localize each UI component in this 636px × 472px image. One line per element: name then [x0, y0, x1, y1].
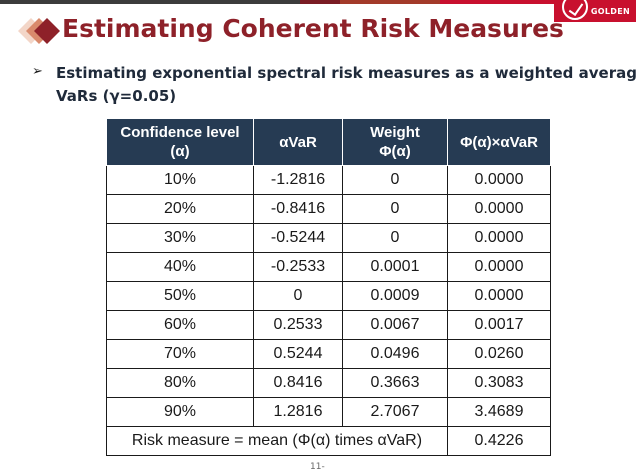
cell-weight: 0.0009: [342, 281, 448, 311]
summary-row: Risk measure = mean (Φ(α) times αVaR) 0.…: [106, 426, 551, 456]
header-weight: Weight Φ(α): [342, 118, 448, 166]
table-row: 10% -1.2816 0 0.0000: [106, 165, 551, 195]
cell-confidence: 60%: [106, 310, 254, 340]
risk-measure-label: Risk measure = mean (Φ(α) times αVaR): [106, 426, 448, 456]
cell-product: 0.0000: [447, 252, 551, 282]
cell-product: 0.0000: [447, 194, 551, 224]
cell-weight: 0: [342, 165, 448, 195]
subtitle-line-1: Estimating exponential spectral risk mea…: [56, 64, 636, 82]
table-row: 30% -0.5244 0 0.0000: [106, 223, 551, 253]
cell-avar: -1.2816: [253, 165, 343, 195]
cell-confidence: 50%: [106, 281, 254, 311]
table-row: 90% 1.2816 2.7067 3.4689: [106, 397, 551, 427]
header-avar: αVaR: [253, 118, 343, 166]
table-header-row: Confidence level (α) αVaR Weight Φ(α) Φ(…: [106, 118, 551, 166]
cell-avar: -0.5244: [253, 223, 343, 253]
cell-product: 3.4689: [447, 397, 551, 427]
cell-confidence: 90%: [106, 397, 254, 427]
cell-avar: 0.8416: [253, 368, 343, 398]
cell-confidence: 80%: [106, 368, 254, 398]
brand-logo: GOLDEN: [554, 0, 636, 22]
cell-weight: 0.0496: [342, 339, 448, 369]
subtitle-line-2: VaRs (γ=0.05): [56, 87, 177, 105]
header-confidence-level: Confidence level (α): [106, 118, 254, 166]
table-row: 60% 0.2533 0.0067 0.0017: [106, 310, 551, 340]
cell-avar: 0: [253, 281, 343, 311]
cell-weight: 0.0001: [342, 252, 448, 282]
cell-confidence: 40%: [106, 252, 254, 282]
table-row: 70% 0.5244 0.0496 0.0260: [106, 339, 551, 369]
cell-avar: -0.8416: [253, 194, 343, 224]
table-row: 80% 0.8416 0.3663 0.3083: [106, 368, 551, 398]
top-color-bar: [0, 0, 636, 4]
table-row: 50% 0 0.0009 0.0000: [106, 281, 551, 311]
risk-measure-value: 0.4226: [447, 426, 551, 456]
cell-confidence: 30%: [106, 223, 254, 253]
cell-product: 0.0000: [447, 281, 551, 311]
table-row: 20% -0.8416 0 0.0000: [106, 194, 551, 224]
cell-product: 0.0260: [447, 339, 551, 369]
cell-avar: 0.5244: [253, 339, 343, 369]
arrow-bullet-icon: ➢: [32, 64, 43, 79]
seal-icon: [562, 0, 588, 20]
cell-avar: -0.2533: [253, 252, 343, 282]
cell-weight: 0.3663: [342, 368, 448, 398]
cell-product: 0.0000: [447, 165, 551, 195]
title-diamonds-icon: [18, 18, 60, 44]
slide-subtitle: Estimating exponential spectral risk mea…: [56, 62, 636, 108]
logo-text: GOLDEN: [590, 6, 630, 16]
cell-weight: 0: [342, 223, 448, 253]
cell-confidence: 10%: [106, 165, 254, 195]
cell-weight: 0: [342, 194, 448, 224]
cell-avar: 1.2816: [253, 397, 343, 427]
cell-product: 0.3083: [447, 368, 551, 398]
cell-product: 0.0017: [447, 310, 551, 340]
cell-avar: 0.2533: [253, 310, 343, 340]
header-weighted-avar: Φ(α)×αVaR: [447, 118, 551, 166]
page-number: 11-: [310, 462, 325, 472]
cell-confidence: 20%: [106, 194, 254, 224]
cell-weight: 0.0067: [342, 310, 448, 340]
cell-confidence: 70%: [106, 339, 254, 369]
slide-title: Estimating Coherent Risk Measures: [62, 14, 564, 43]
table-row: 40% -0.2533 0.0001 0.0000: [106, 252, 551, 282]
var-weights-table: Confidence level (α) αVaR Weight Φ(α) Φ(…: [106, 118, 551, 456]
cell-product: 0.0000: [447, 223, 551, 253]
cell-weight: 2.7067: [342, 397, 448, 427]
